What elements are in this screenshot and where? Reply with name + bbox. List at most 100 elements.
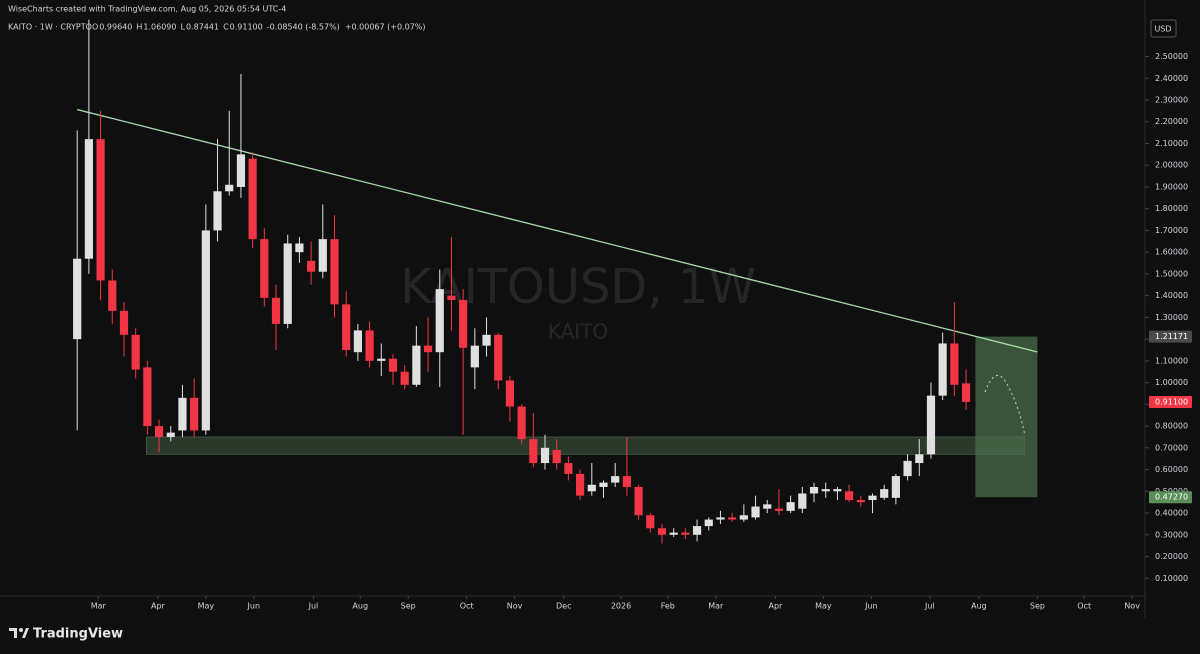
candle-body (669, 532, 678, 535)
candle-body (154, 426, 164, 437)
price-tag-label: 1.21171 (1155, 332, 1188, 341)
y-tick-label: 1.10000 (1155, 356, 1188, 365)
candle-body (763, 504, 772, 509)
candle-body (225, 184, 234, 192)
candle-body (365, 330, 374, 361)
candle-body (692, 526, 702, 535)
candle-body (774, 508, 784, 511)
candle-body (529, 439, 538, 464)
candle-body (915, 454, 924, 464)
candle-body (552, 450, 561, 464)
target-box (975, 336, 1038, 498)
trendline (77, 108, 1038, 353)
drawings (77, 108, 1038, 498)
y-tick-label: 0.60000 (1155, 465, 1188, 474)
candle-body (576, 473, 585, 496)
legend-key: O (92, 23, 98, 32)
price-tag (1149, 491, 1192, 504)
projection-path (984, 375, 1026, 437)
candle-body (716, 517, 725, 520)
candle-body (248, 158, 257, 240)
y-tick-label: 1.90000 (1155, 182, 1188, 191)
candle-body (587, 484, 596, 492)
legend-key: L (181, 23, 186, 32)
candle-body (494, 334, 503, 381)
y-tick-label: 1.60000 (1155, 248, 1188, 257)
candle-body (295, 243, 304, 253)
candle-body (739, 515, 748, 520)
y-tick-label: 1.80000 (1155, 204, 1188, 213)
price-tag-label: 0.91100 (1155, 397, 1188, 406)
candle-body (833, 489, 842, 492)
x-tick-label: Apr (151, 602, 166, 611)
x-tick-label: Apr (768, 602, 783, 611)
y-tick-label: 0.40000 (1155, 509, 1188, 518)
x-tick-label: Nov (507, 602, 523, 611)
x-tick-label: Aug (971, 602, 987, 611)
candle-body (622, 476, 631, 487)
support-zone (145, 436, 1025, 455)
candle-body (482, 334, 491, 346)
x-tick-label: Dec (556, 602, 571, 611)
candle-body (213, 191, 222, 231)
legend-value: 0.87441 (186, 23, 219, 32)
candle-body (423, 345, 433, 353)
price-tag (1149, 330, 1192, 343)
x-tick-label: Jul (308, 602, 319, 611)
currency: USD (1154, 25, 1171, 34)
logo-dot (19, 628, 23, 632)
candle-body (961, 383, 971, 402)
x-tick-label: Jun (247, 602, 261, 611)
candle-body (950, 343, 959, 385)
candle-body (412, 345, 421, 385)
candle-body (821, 489, 830, 492)
candle-body (681, 532, 690, 535)
candle-body (751, 506, 760, 518)
candle-body (798, 493, 807, 509)
candle-body (166, 432, 175, 437)
candle-body (611, 476, 620, 483)
candle-body (657, 528, 667, 535)
candle-body (400, 371, 409, 385)
candle-body (119, 310, 129, 335)
candle-body (260, 239, 269, 298)
price-tag (1149, 395, 1192, 408)
legend-value: 0.91100 (230, 23, 263, 32)
candle-body (505, 380, 515, 407)
y-tick-label: 2.10000 (1155, 139, 1188, 148)
candle-body (283, 243, 292, 324)
candle-body (178, 397, 187, 431)
legend-key: H (136, 23, 142, 32)
candle-body (143, 367, 152, 427)
x-tick-label: Feb (661, 602, 675, 611)
y-tick-label: 1.00000 (1155, 378, 1188, 387)
y-tick-label: 1.30000 (1155, 313, 1188, 322)
y-tick-label: 0.20000 (1155, 552, 1188, 561)
currency-box (1150, 19, 1177, 38)
candle-body (236, 154, 246, 187)
y-tick-label: 2.50000 (1155, 52, 1188, 61)
candle-body (131, 334, 140, 370)
legend-value: 1.06090 (143, 23, 176, 32)
candle-body (646, 515, 655, 529)
y-tick-label: 0.80000 (1155, 422, 1188, 431)
candle-body (704, 519, 713, 527)
logo-shape (22, 628, 29, 638)
x-tick-label: Mar (708, 602, 724, 611)
y-tick-label: 0.30000 (1155, 530, 1188, 539)
candle-body (201, 230, 210, 431)
brand: TradingView (33, 627, 123, 642)
legend-change: -0.08540 (-8.57%) (267, 23, 340, 32)
legend-key: C (223, 23, 229, 32)
candle-body (809, 486, 819, 494)
y-tick-label: 2.20000 (1155, 117, 1188, 126)
x-tick-label: May (198, 602, 215, 611)
candle-body (108, 280, 117, 311)
candle-body (470, 345, 479, 368)
watermark-sub: KAITO (548, 320, 608, 344)
candle-body (868, 495, 877, 500)
candle-body (342, 304, 351, 350)
candle-body (880, 489, 889, 498)
